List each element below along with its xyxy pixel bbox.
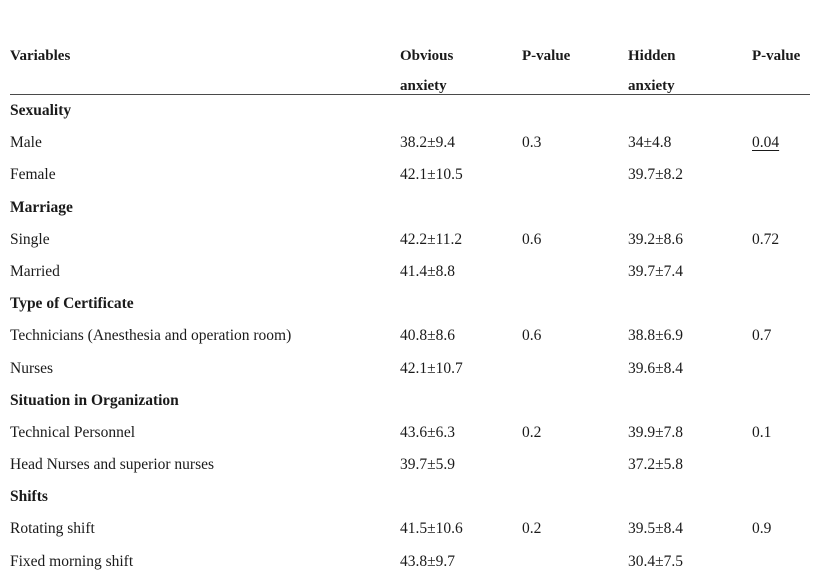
header-hidden-line2: anxiety xyxy=(628,78,675,94)
variable-cell: Married xyxy=(10,262,60,280)
obvious-anxiety-cell: 43.8±9.7 xyxy=(400,552,456,570)
obvious-anxiety-cell: 41.5±10.6 xyxy=(400,520,463,538)
variable-cell: Technical Personnel xyxy=(10,423,136,441)
table-row: Married 41.4±8.8 39.7±7.4 xyxy=(10,256,810,288)
hidden-anxiety-cell: 39.7±7.4 xyxy=(628,262,684,280)
hidden-anxiety-cell: 34±4.8 xyxy=(628,134,672,152)
variable-cell: Nurses xyxy=(10,359,54,377)
header-hidden-anxiety: Hidden anxiety xyxy=(628,40,676,102)
anxiety-table: Variables Obvious anxiety P-value Hidden… xyxy=(10,38,810,578)
group-header-row: Sexuality xyxy=(10,95,810,127)
hidden-anxiety-cell: 38.8±6.9 xyxy=(628,327,684,345)
variable-cell: Female xyxy=(10,166,56,184)
hidden-anxiety-cell: 37.2±5.8 xyxy=(628,456,684,474)
table-row: Single 42.2±11.2 0.6 39.2±8.6 0.72 xyxy=(10,224,810,256)
header-obvious-line2: anxiety xyxy=(400,78,447,94)
variable-cell: Fixed morning shift xyxy=(10,552,134,570)
hidden-anxiety-cell: 39.9±7.8 xyxy=(628,423,684,441)
header-pvalue-obvious: P-value xyxy=(522,48,571,64)
group-label: Type of Certificate xyxy=(10,295,134,313)
pvalue-hidden-cell: 0.1 xyxy=(752,423,772,441)
table-row: Nurses 42.1±10.7 39.6±8.4 xyxy=(10,353,810,385)
table-row: Technical Personnel 43.6±6.3 0.2 39.9±7.8 0.… xyxy=(10,417,810,449)
hidden-anxiety-cell: 39.6±8.4 xyxy=(628,359,684,377)
header-obvious-line1: Obvious xyxy=(400,48,454,64)
variable-cell: Rotating shift xyxy=(10,520,95,538)
table-row: Head Nurses and superior nurses 39.7±5.9 3… xyxy=(10,449,810,481)
table-body: Sexuality Male 38.2±9.4 0.3 34±4.8 0.04 Female… xyxy=(10,95,810,578)
group-label: Sexuality xyxy=(10,102,72,119)
obvious-anxiety-cell: 41.4±8.8 xyxy=(400,262,456,280)
header-variables: Variables xyxy=(10,48,71,64)
hidden-anxiety-cell: 39.2±8.6 xyxy=(628,230,684,248)
group-header-row: Type of Certificate xyxy=(10,288,810,320)
header-obvious-anxiety: Obvious anxiety xyxy=(400,40,453,102)
group-header-row: Shifts xyxy=(10,481,810,513)
table-row: Fixed morning shift 43.8±9.7 30.4±7.5 xyxy=(10,546,810,578)
obvious-anxiety-cell: 39.7±5.9 xyxy=(400,456,456,474)
obvious-anxiety-cell: 42.1±10.7 xyxy=(400,359,463,377)
pvalue-hidden-cell: 0.04 xyxy=(752,134,780,152)
hidden-anxiety-cell: 39.5±8.4 xyxy=(628,520,684,538)
table-row: Rotating shift 41.5±10.6 0.2 39.5±8.4 0.9 xyxy=(10,513,810,545)
obvious-anxiety-cell: 42.1±10.5 xyxy=(400,166,463,184)
obvious-anxiety-cell: 38.2±9.4 xyxy=(400,134,456,152)
table-row: Male 38.2±9.4 0.3 34±4.8 0.04 xyxy=(10,127,810,159)
obvious-anxiety-cell: 42.2±11.2 xyxy=(400,230,463,248)
group-header-row: Situation in Organization xyxy=(10,385,810,417)
table-row: Female 42.1±10.5 39.7±8.2 xyxy=(10,159,810,191)
group-label: Situation in Organization xyxy=(10,391,179,409)
pvalue-hidden-cell: 0.9 xyxy=(752,520,772,538)
pvalue-hidden-cell: 0.7 xyxy=(752,327,772,345)
table-row: Technicians (Anesthesia and operation ro… xyxy=(10,320,810,352)
obvious-anxiety-cell: 43.6±6.3 xyxy=(400,423,456,441)
obvious-anxiety-cell: 40.8±8.6 xyxy=(400,327,456,345)
pvalue-obvious-cell: 0.2 xyxy=(522,423,542,441)
pvalue-obvious-cell: 0.6 xyxy=(522,230,542,248)
pvalue-obvious-cell: 0.3 xyxy=(522,134,542,152)
variable-cell: Technicians (Anesthesia and operation ro… xyxy=(10,327,292,345)
group-header-row: Marriage xyxy=(10,192,810,224)
pvalue-obvious-cell: 0.2 xyxy=(522,520,542,538)
header-pvalue-hidden: P-value xyxy=(752,48,801,64)
variable-cell: Single xyxy=(10,230,50,248)
pvalue-obvious-cell: 0.6 xyxy=(522,327,542,345)
group-label: Shifts xyxy=(10,488,48,506)
hidden-anxiety-cell: 30.4±7.5 xyxy=(628,552,684,570)
group-label: Marriage xyxy=(10,198,73,216)
variable-cell: Head Nurses and superior nurses xyxy=(10,456,215,474)
table-header: Variables Obvious anxiety P-value Hidden… xyxy=(10,38,810,95)
header-hidden-line1: Hidden xyxy=(628,48,676,64)
pvalue-hidden-cell: 0.72 xyxy=(752,230,780,248)
variable-cell: Male xyxy=(10,134,42,152)
hidden-anxiety-cell: 39.7±8.2 xyxy=(628,166,684,184)
